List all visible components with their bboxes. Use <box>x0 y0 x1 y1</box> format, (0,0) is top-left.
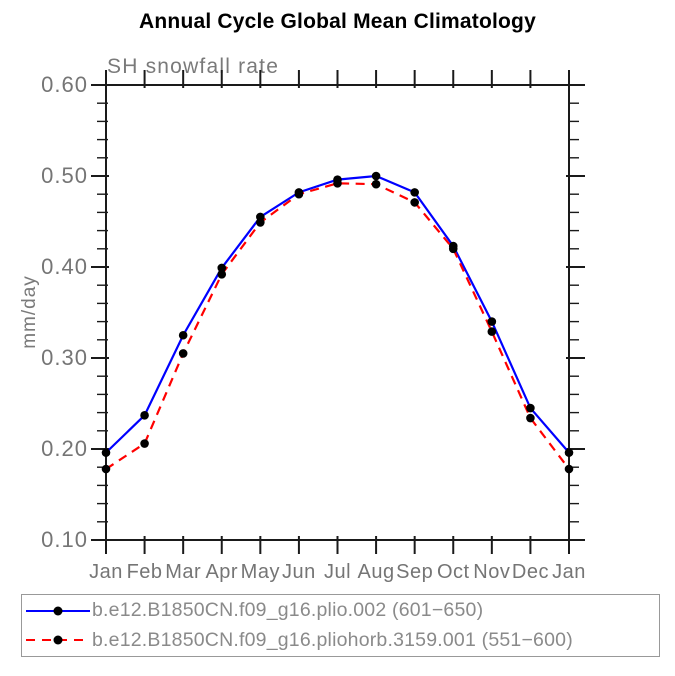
data-point-s1 <box>217 263 227 273</box>
data-point-s1 <box>410 188 419 197</box>
data-point-s2 <box>217 269 227 279</box>
x-tick-label: Aug <box>358 561 395 583</box>
x-tick-label: Dec <box>512 561 549 583</box>
data-point-s2 <box>140 439 149 448</box>
y-tick-label: 0.10 <box>41 527 88 552</box>
y-tick-label: 0.60 <box>41 72 88 97</box>
x-tick-label: Sep <box>396 561 433 583</box>
x-tick-label: Jan <box>552 561 586 583</box>
data-point-s2 <box>371 179 381 189</box>
y-tick-label: 0.30 <box>41 345 88 370</box>
data-point-s2 <box>256 218 265 227</box>
plot-frame <box>105 84 570 541</box>
chart-title: Annual Cycle Global Mean Climatology <box>139 10 536 33</box>
data-point-s2 <box>448 244 458 254</box>
x-tick-label: Jun <box>282 561 316 583</box>
data-point-s2 <box>333 178 342 188</box>
data-point-s1 <box>178 330 188 340</box>
data-point-s1 <box>526 403 535 413</box>
series-line-2 <box>105 182 570 470</box>
chart-subtitle: SH snowfall rate <box>107 55 280 78</box>
legend-item-series2: b.e12.B1850CN.f09_g16.pliohorb.3159.001 … <box>22 627 659 654</box>
data-point-s2 <box>564 464 574 474</box>
y-tick-label: 0.40 <box>41 254 88 279</box>
x-tick-label: Nov <box>473 561 510 583</box>
legend-marker-dot-icon <box>53 606 63 616</box>
data-point-s1 <box>140 411 149 420</box>
x-tick-label: Feb <box>127 561 163 583</box>
legend: b.e12.B1850CN.f09_g16.plio.002 (601−650)… <box>21 594 660 657</box>
legend-label-series1: b.e12.B1850CN.f09_g16.plio.002 (601−650) <box>92 599 484 622</box>
data-point-s2 <box>294 189 304 199</box>
legend-label-series2: b.e12.B1850CN.f09_g16.pliohorb.3159.001 … <box>92 628 573 651</box>
x-tick-label: Mar <box>165 561 201 583</box>
y-tick-label: 0.50 <box>41 163 88 188</box>
legend-line-dashed-red-icon <box>26 635 90 645</box>
y-tick-label: 0.20 <box>41 436 88 461</box>
series-line-1 <box>105 174 570 454</box>
data-point-s1 <box>487 317 497 326</box>
data-point-s2 <box>178 349 188 358</box>
data-point-s2 <box>410 198 419 207</box>
data-point-s1 <box>564 448 574 457</box>
legend-line-solid-blue-icon <box>26 606 90 616</box>
x-tick-label: Jan <box>89 561 123 583</box>
data-point-s2 <box>487 327 497 336</box>
data-point-s2 <box>526 413 535 423</box>
x-tick-label: Oct <box>437 561 470 583</box>
data-point-s1 <box>371 171 381 181</box>
legend-marker-dot-icon <box>53 635 63 645</box>
data-point-s2 <box>101 464 111 474</box>
x-tick-label: Apr <box>205 561 238 583</box>
x-tick-label: Jul <box>324 561 351 583</box>
x-tick-label: May <box>241 561 280 583</box>
data-point-s1 <box>101 448 111 457</box>
legend-item-series1: b.e12.B1850CN.f09_g16.plio.002 (601−650) <box>22 597 659 624</box>
